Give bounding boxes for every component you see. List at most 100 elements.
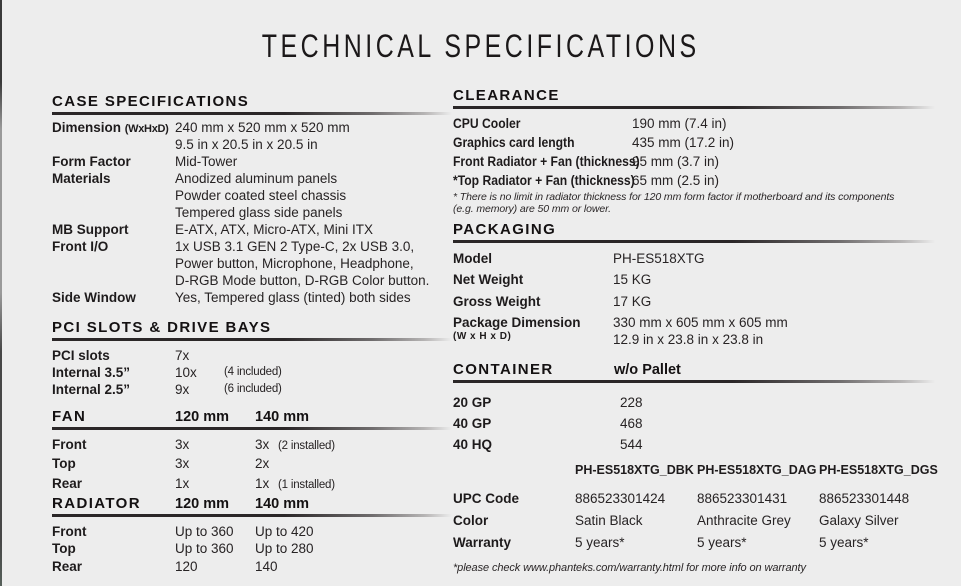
radiator-header-row: RADIATOR 120 mm 140 mm	[52, 496, 452, 513]
spec-value: Anodized aluminum panels Powder coated s…	[175, 170, 346, 221]
spec-row-dimension: Dimension (WxHxD) 240 mm x 520 mm x 520 …	[52, 119, 452, 153]
spec-label: CPU Cooler	[453, 114, 632, 133]
spec-value: 435 mm (17.2 in)	[632, 134, 735, 150]
spec-label: *Top Radiator + Fan (thickness)	[453, 171, 635, 190]
container-row-40hq: 40 HQ 544	[453, 434, 935, 455]
spec-label-text: Dimension	[52, 119, 122, 135]
container-header-row: CONTAINER w/o Pallet	[453, 361, 935, 379]
sku-row-upc-code: UPC Code 886523301424 886523301431 88652…	[453, 488, 953, 510]
spec-value-line: D-RGB Mode button, D-RGB Color button.	[175, 272, 430, 288]
clearance-row-top-radiator: *Top Radiator + Fan (thickness) 65 mm (2…	[453, 171, 935, 190]
spec-label: Internal 3.5”	[52, 364, 131, 380]
spec-row-internal-35: Internal 3.5” 10x (4 included)	[52, 364, 452, 381]
section-heading-packaging: PACKAGING	[453, 221, 557, 238]
spec-value: 330 mm x 605 mm x 605 mm 12.9 in x 23.8 …	[613, 314, 788, 348]
spec-row-mb-support: MB Support E-ATX, ATX, Micro-ATX, Mini I…	[52, 221, 452, 238]
spec-label-note: (WxHxD)	[124, 122, 169, 135]
spec-label: 40 HQ	[453, 436, 493, 452]
clearance-footnote: * There is no limit in radiator thicknes…	[453, 190, 895, 216]
spec-value-line: Anodized aluminum panels	[175, 170, 338, 186]
heading-rule	[453, 380, 935, 383]
spec-label-text: Front Radiator + Fan (thickness)	[453, 153, 640, 169]
spec-value-line: Powder coated steel chassis	[175, 187, 347, 203]
sku-value: 5 years*	[819, 535, 869, 550]
spec-value: 468	[620, 415, 643, 431]
spec-row-internal-25: Internal 2.5” 9x (6 included)	[52, 381, 452, 398]
spec-value-line: 12.9 in x 23.8 in x 23.8 in	[613, 332, 764, 347]
spec-label: Form Factor	[52, 153, 131, 169]
spec-label: Front I/O	[52, 238, 109, 254]
spec-label: Color	[453, 513, 489, 528]
radiator-140-value: Up to 420	[255, 523, 314, 539]
spec-label: Side Window	[52, 289, 136, 305]
spec-label-text: CPU Cooler	[453, 115, 521, 131]
spec-value: 65 mm (2.5 in)	[632, 172, 720, 188]
sku-column-dag: PH-ES518XTG_DAG	[697, 463, 817, 477]
spec-value-line: 9.5 in x 20.5 in x 20.5 in	[175, 136, 318, 152]
fan-col-140mm: 140 mm	[255, 409, 310, 425]
radiator-row-top: Top Up to 360 Up to 280	[52, 540, 452, 558]
page-title-wrap: TECHNICAL SPECIFICATIONS	[0, 28, 961, 65]
fan-col-120mm: 120 mm	[175, 409, 230, 425]
spec-note: (4 included)	[224, 365, 282, 378]
fan-140-qty: 2x	[255, 456, 270, 471]
warranty-footnote: *please check www.phanteks.com/warranty.…	[453, 562, 806, 574]
spec-value-line: Mid-Tower	[175, 153, 238, 169]
spec-label: Materials	[52, 170, 111, 186]
spec-label: MB Support	[52, 221, 129, 237]
section-clearance: CLEARANCE CPU Cooler 190 mm (7.4 in) Gra…	[453, 88, 935, 216]
spec-label: Dimension (WxHxD)	[52, 119, 175, 153]
spec-label: Front	[52, 436, 87, 452]
spec-label: Top	[52, 456, 76, 471]
spec-value: 17 KG	[613, 293, 652, 309]
spec-row-materials: Materials Anodized aluminum panels Powde…	[52, 170, 452, 221]
spec-label: Front Radiator + Fan (thickness)	[453, 152, 640, 171]
page-edge-strip	[0, 0, 2, 586]
clearance-row-cpu-cooler: CPU Cooler 190 mm (7.4 in)	[453, 114, 935, 133]
section-sku-table: PH-ES518XTG_DBK PH-ES518XTG_DAG PH-ES518…	[453, 462, 953, 575]
radiator-row-front: Front Up to 360 Up to 420	[52, 523, 452, 541]
sku-value: 886523301448	[819, 491, 910, 506]
packaging-row-package-dimension: Package Dimension (W x H x D) 330 mm x 6…	[453, 314, 935, 348]
spec-label: Top	[52, 541, 76, 556]
section-heading-container: CONTAINER	[453, 361, 554, 378]
spec-label-text: *Top Radiator + Fan (thickness)	[453, 172, 635, 188]
spec-value: PH-ES518XTG	[613, 250, 705, 266]
spec-qty: 9x	[175, 381, 190, 397]
sku-value: 886523301424	[575, 491, 666, 506]
container-row-20gp: 20 GP 228	[453, 392, 935, 413]
spec-label: Net Weight	[453, 272, 524, 287]
sku-row-color: Color Satin Black Anthracite Grey Galaxy…	[453, 510, 953, 532]
spec-label: Rear	[52, 558, 83, 574]
spec-value-line: Tempered glass side panels	[175, 204, 343, 220]
spec-value-line: 330 mm x 605 mm x 605 mm	[613, 315, 788, 330]
section-heading-pci-slots: PCI SLOTS & DRIVE BAYS	[52, 319, 272, 336]
spec-label: Rear	[52, 475, 83, 491]
section-heading-clearance: CLEARANCE	[453, 87, 560, 104]
heading-rule	[52, 112, 452, 115]
heading-rule	[52, 427, 452, 430]
radiator-140-value: 140	[255, 558, 278, 574]
fan-row-front: Front 3x 3x (2 installed)	[52, 436, 452, 456]
section-fan: FAN 120 mm 140 mm Front 3x 3x (2 install…	[52, 409, 452, 494]
spec-label: Internal 2.5”	[52, 381, 131, 397]
spec-label-note: (W x H x D)	[453, 331, 512, 342]
sku-value: Satin Black	[575, 513, 643, 528]
packaging-row-model: Model PH-ES518XTG	[453, 250, 935, 267]
spec-qty: 7x	[175, 347, 190, 363]
spec-value-line: Yes, Tempered glass (tinted) both sides	[175, 289, 411, 305]
container-row-40gp: 40 GP 468	[453, 413, 935, 434]
fan-row-rear: Rear 1x 1x (1 installed)	[52, 475, 452, 495]
section-container: CONTAINER w/o Pallet 20 GP 228 40 GP 468…	[453, 362, 935, 455]
sku-header-row: PH-ES518XTG_DBK PH-ES518XTG_DAG PH-ES518…	[453, 462, 953, 478]
heading-rule	[453, 106, 935, 109]
radiator-120-value: 120	[175, 558, 198, 574]
section-heading-fan: FAN	[52, 408, 87, 425]
container-col-wo-pallet: w/o Pallet	[614, 362, 681, 378]
sku-value: 5 years*	[697, 535, 747, 550]
fan-120-value: 1x	[175, 475, 190, 491]
radiator-140-value: Up to 280	[255, 541, 314, 556]
sku-column-dbk: PH-ES518XTG_DBK	[575, 463, 694, 477]
radiator-120-value: Up to 360	[175, 541, 234, 556]
fan-140-qty: 3x	[255, 436, 270, 452]
